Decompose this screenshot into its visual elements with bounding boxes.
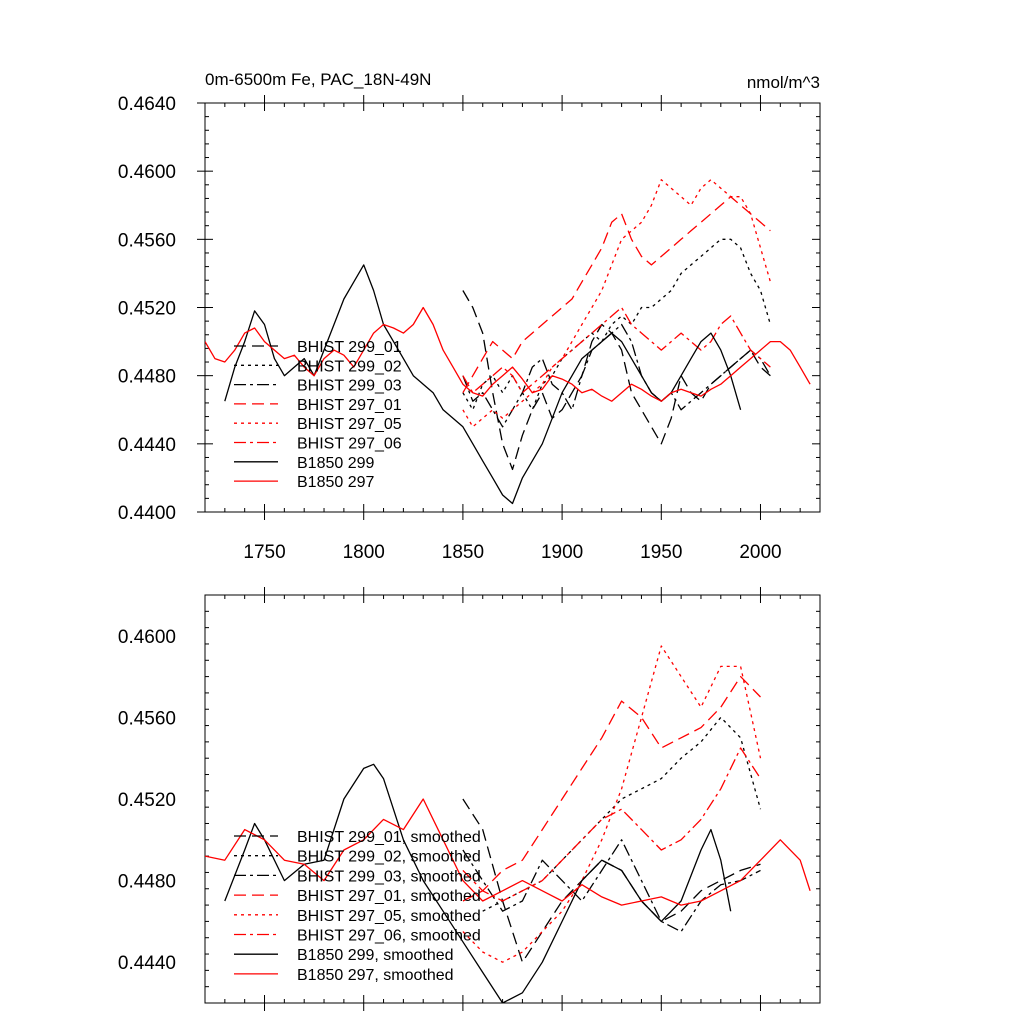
legend-label: B1850 299 [297, 455, 375, 472]
x-tick-label: 1750 [243, 542, 285, 563]
series-line-1 [462, 238, 772, 411]
legend-label: B1850 297, smoothed [297, 967, 454, 984]
series-line-0 [462, 290, 771, 471]
series-line-2 [462, 323, 771, 428]
series-line-6 [224, 763, 732, 1003]
legend-label: B1850 299, smoothed [297, 947, 454, 964]
plot-area [205, 179, 811, 505]
top-title: 0m-6500m Fe, PAC_18N-49N [205, 70, 431, 89]
series-line-5 [462, 306, 771, 394]
y-tick-label: 0.4600 [118, 627, 176, 648]
series-line-5 [462, 747, 762, 902]
series-line-7 [205, 306, 811, 402]
y-tick-label: 0.4640 [118, 94, 176, 115]
series-line-3 [462, 675, 761, 902]
y-tick-label: 0.4560 [118, 230, 176, 251]
top-units: nmol/m^3 [747, 73, 820, 92]
legend-label: BHIST 299_02, smoothed [297, 849, 481, 866]
series-line-4 [462, 179, 772, 428]
y-tick-label: 0.4440 [118, 435, 176, 456]
x-tick-label: 1800 [343, 542, 385, 563]
x-tick-label: 2000 [739, 542, 781, 563]
y-tick-label: 0.4480 [118, 872, 176, 893]
plot-frame [204, 594, 821, 1004]
x-tick-label: 1850 [442, 542, 484, 563]
y-tick-label: 0.4520 [118, 299, 176, 320]
series-line-0 [462, 798, 761, 963]
series-line-3 [462, 196, 771, 394]
x-tick-label: 1900 [541, 542, 583, 563]
series-line-4 [462, 645, 762, 963]
y-tick-label: 0.4520 [118, 790, 176, 811]
legend-label: BHIST 297_01 [297, 397, 402, 414]
plot-area [205, 645, 811, 1003]
y-tick-label: 0.4560 [118, 708, 176, 729]
legend-label: BHIST 299_01, smoothed [297, 829, 481, 846]
legend-label: BHIST 297_05, smoothed [297, 908, 481, 925]
legend-label: BHIST 297_06 [297, 436, 402, 453]
legend-label: BHIST 299_03 [297, 378, 402, 395]
legend-label: BHIST 299_03, smoothed [297, 868, 481, 885]
y-tick-label: 0.4400 [118, 503, 176, 524]
legend-label: BHIST 297_05 [297, 416, 402, 433]
y-tick-label: 0.4480 [118, 367, 176, 388]
legend-label: BHIST 299_01 [297, 339, 402, 356]
y-tick-label: 0.4440 [118, 953, 176, 974]
x-tick-label: 1950 [640, 542, 682, 563]
series-line-2 [462, 839, 761, 933]
legend-label: BHIST 297_01, smoothed [297, 888, 481, 905]
bottom-panel: 0.4440 0.4480 0.4520 0.4560 0.4600 BHIST 299_… [118, 587, 821, 1011]
series-line-7 [205, 798, 811, 906]
series-line-6 [224, 264, 742, 505]
legend-label: BHIST 299_02 [297, 358, 402, 375]
legend-label: B1850 297 [297, 474, 375, 491]
legend-label: BHIST 297_06, smoothed [297, 928, 481, 945]
top-panel: 0m-6500m Fe, PAC_18N-49N nmol/m^3 1750 18… [118, 70, 821, 563]
y-tick-label: 0.4600 [118, 162, 176, 183]
